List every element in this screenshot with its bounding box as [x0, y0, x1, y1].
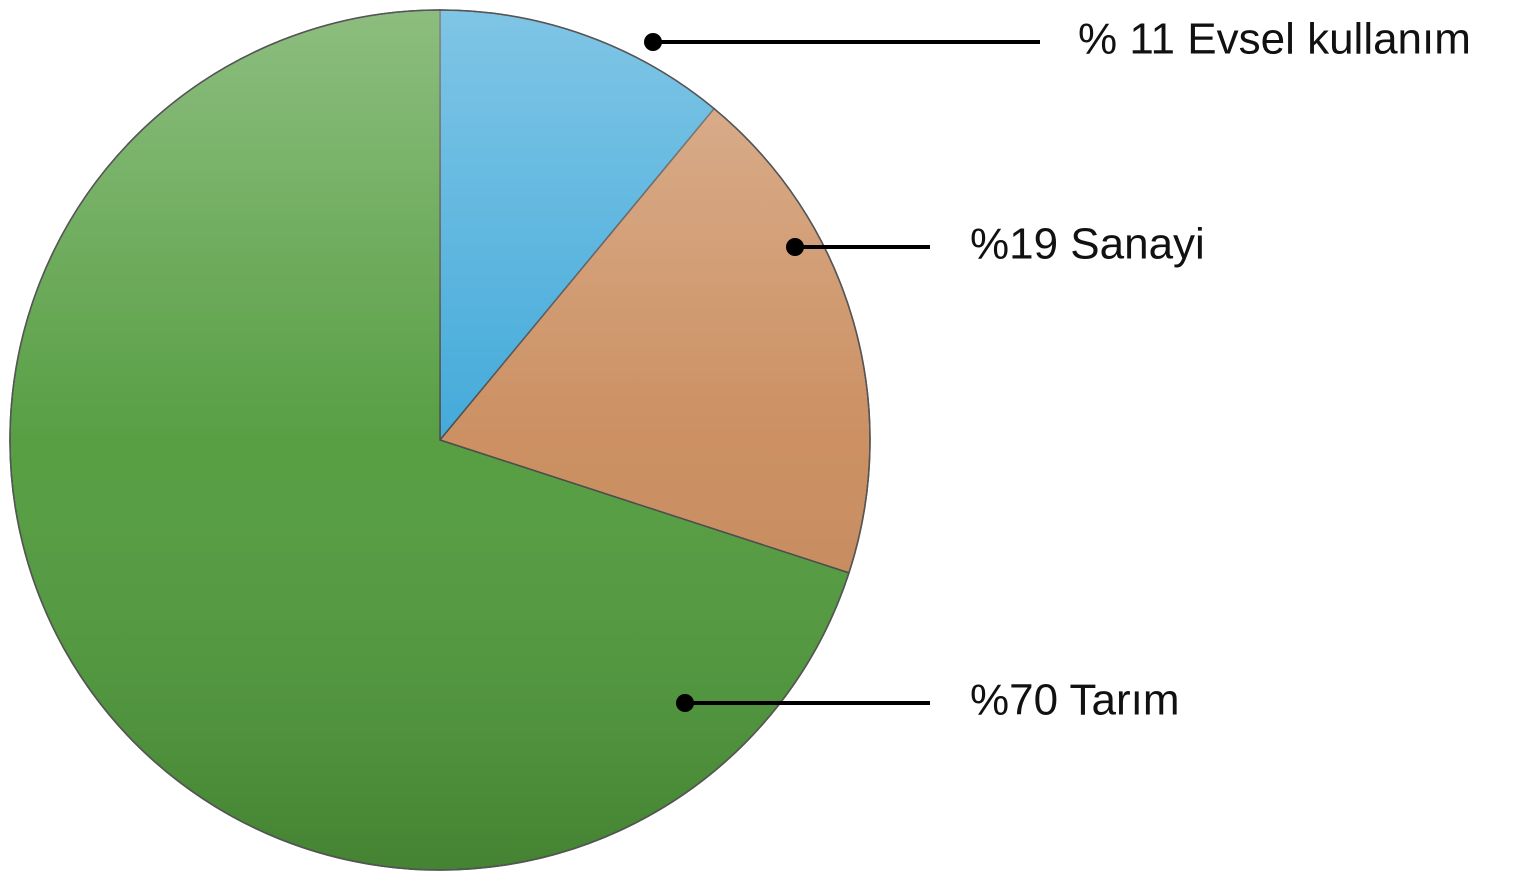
slice-label: % 11 Evsel kullanım [1078, 15, 1471, 64]
leader-dot [676, 694, 694, 712]
slice-label: %19 Sanayi [970, 220, 1205, 269]
leader-dot [644, 33, 662, 51]
slice-label: %70 Tarım [970, 676, 1180, 725]
pie-overlay [9, 9, 871, 871]
leader-dot [786, 238, 804, 256]
